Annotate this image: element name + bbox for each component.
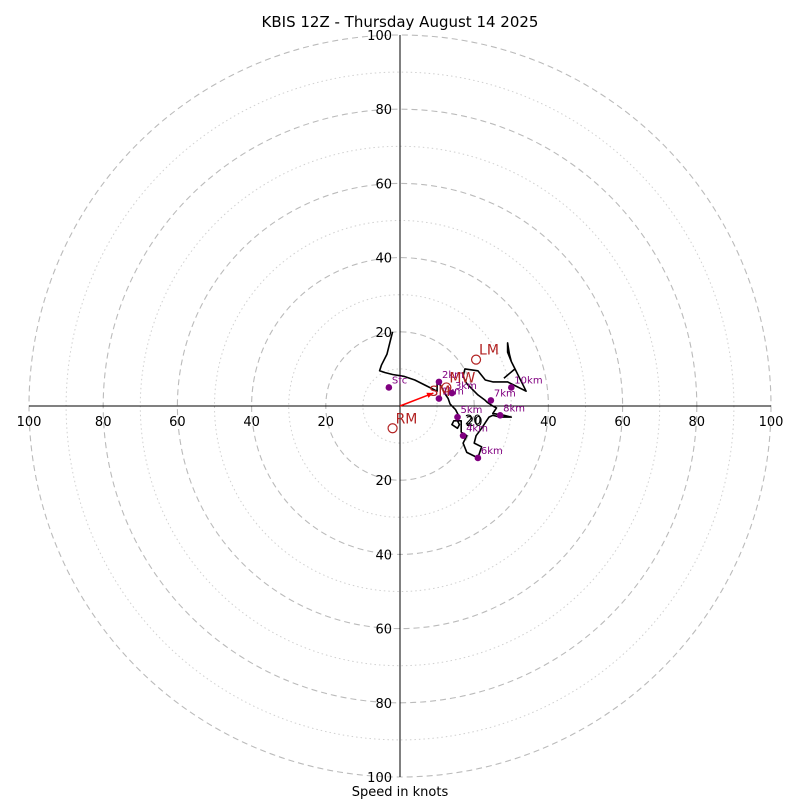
wind-profile-line	[378, 331, 527, 459]
tick-x-left-60: 60	[169, 415, 186, 430]
tick-y-bottom-20: 20	[375, 474, 392, 489]
tick-labels: 100 100 100 100 80 80 80 80 60 60 60 60 40 40 40 40 20 20…	[17, 29, 784, 786]
marker-label-4km: 4km	[466, 424, 488, 435]
storm-label-lm: LM	[479, 343, 499, 359]
tick-x-left-100: 100	[17, 415, 42, 430]
tick-y-top-80: 80	[375, 103, 392, 118]
tick-y-top-40: 40	[375, 252, 392, 267]
tick-x-right-40: 40	[540, 415, 557, 430]
tick-x-right-20: 20	[466, 415, 483, 430]
marker-1km	[435, 395, 443, 402]
tick-x-left-40: 40	[243, 415, 260, 430]
tick-x-right-80: 80	[689, 415, 706, 430]
tick-y-bottom-40: 40	[375, 548, 392, 563]
height-markers: Sfc1km2km3km4km5km6km7km8km10km	[385, 370, 543, 462]
chart-title: KBIS 12Z - Thursday August 14 2025	[262, 13, 539, 31]
marker-10km	[508, 384, 515, 391]
tick-y-top-60: 60	[375, 177, 392, 192]
hodograph-trace: SM	[378, 331, 527, 459]
marker-label-8km: 8km	[503, 403, 525, 414]
tick-y-bottom-60: 60	[375, 623, 392, 638]
marker-5km	[454, 413, 461, 421]
marker-label-5km: 5km	[461, 405, 483, 416]
storm-motion-rm	[387, 423, 398, 434]
tick-y-top-100: 100	[367, 29, 392, 44]
storm-label-mw: MW	[449, 370, 475, 386]
tick-x-left-80: 80	[95, 415, 112, 430]
center-speed-label: 20	[465, 414, 482, 429]
marker-3km	[448, 389, 456, 397]
shear-vector-label: SM	[429, 384, 450, 400]
marker-4km	[459, 432, 467, 439]
storm-motion-lm	[470, 354, 482, 365]
x-axis-label: Speed in knots	[352, 785, 449, 800]
marker-6km	[474, 454, 482, 462]
shear-vector-head	[426, 392, 434, 398]
storm-motion-mw	[441, 382, 452, 393]
tick-x-right-100: 100	[759, 415, 784, 430]
tick-y-top-20: 20	[375, 326, 392, 341]
marker-7km	[487, 397, 495, 404]
marker-label-7km: 7km	[494, 388, 516, 399]
marker-label-sfc: Sfc	[392, 375, 407, 386]
marker-label-3km: 3km	[455, 381, 477, 392]
marker-label-6km: 6km	[481, 446, 503, 457]
marker-2km	[435, 378, 443, 386]
storm-motion-markers: LM RM MW 20	[387, 343, 499, 434]
marker-8km	[496, 411, 504, 419]
tick-x-left-20: 20	[318, 415, 335, 430]
tick-x-right-60: 60	[614, 415, 631, 430]
storm-label-rm: RM	[396, 411, 418, 427]
tick-y-bottom-100: 100	[367, 771, 392, 786]
tick-y-bottom-80: 80	[375, 697, 392, 712]
marker-label-2km: 2km	[442, 370, 464, 381]
marker-sfc	[385, 384, 393, 391]
marker-label-10km: 10km	[514, 375, 542, 386]
